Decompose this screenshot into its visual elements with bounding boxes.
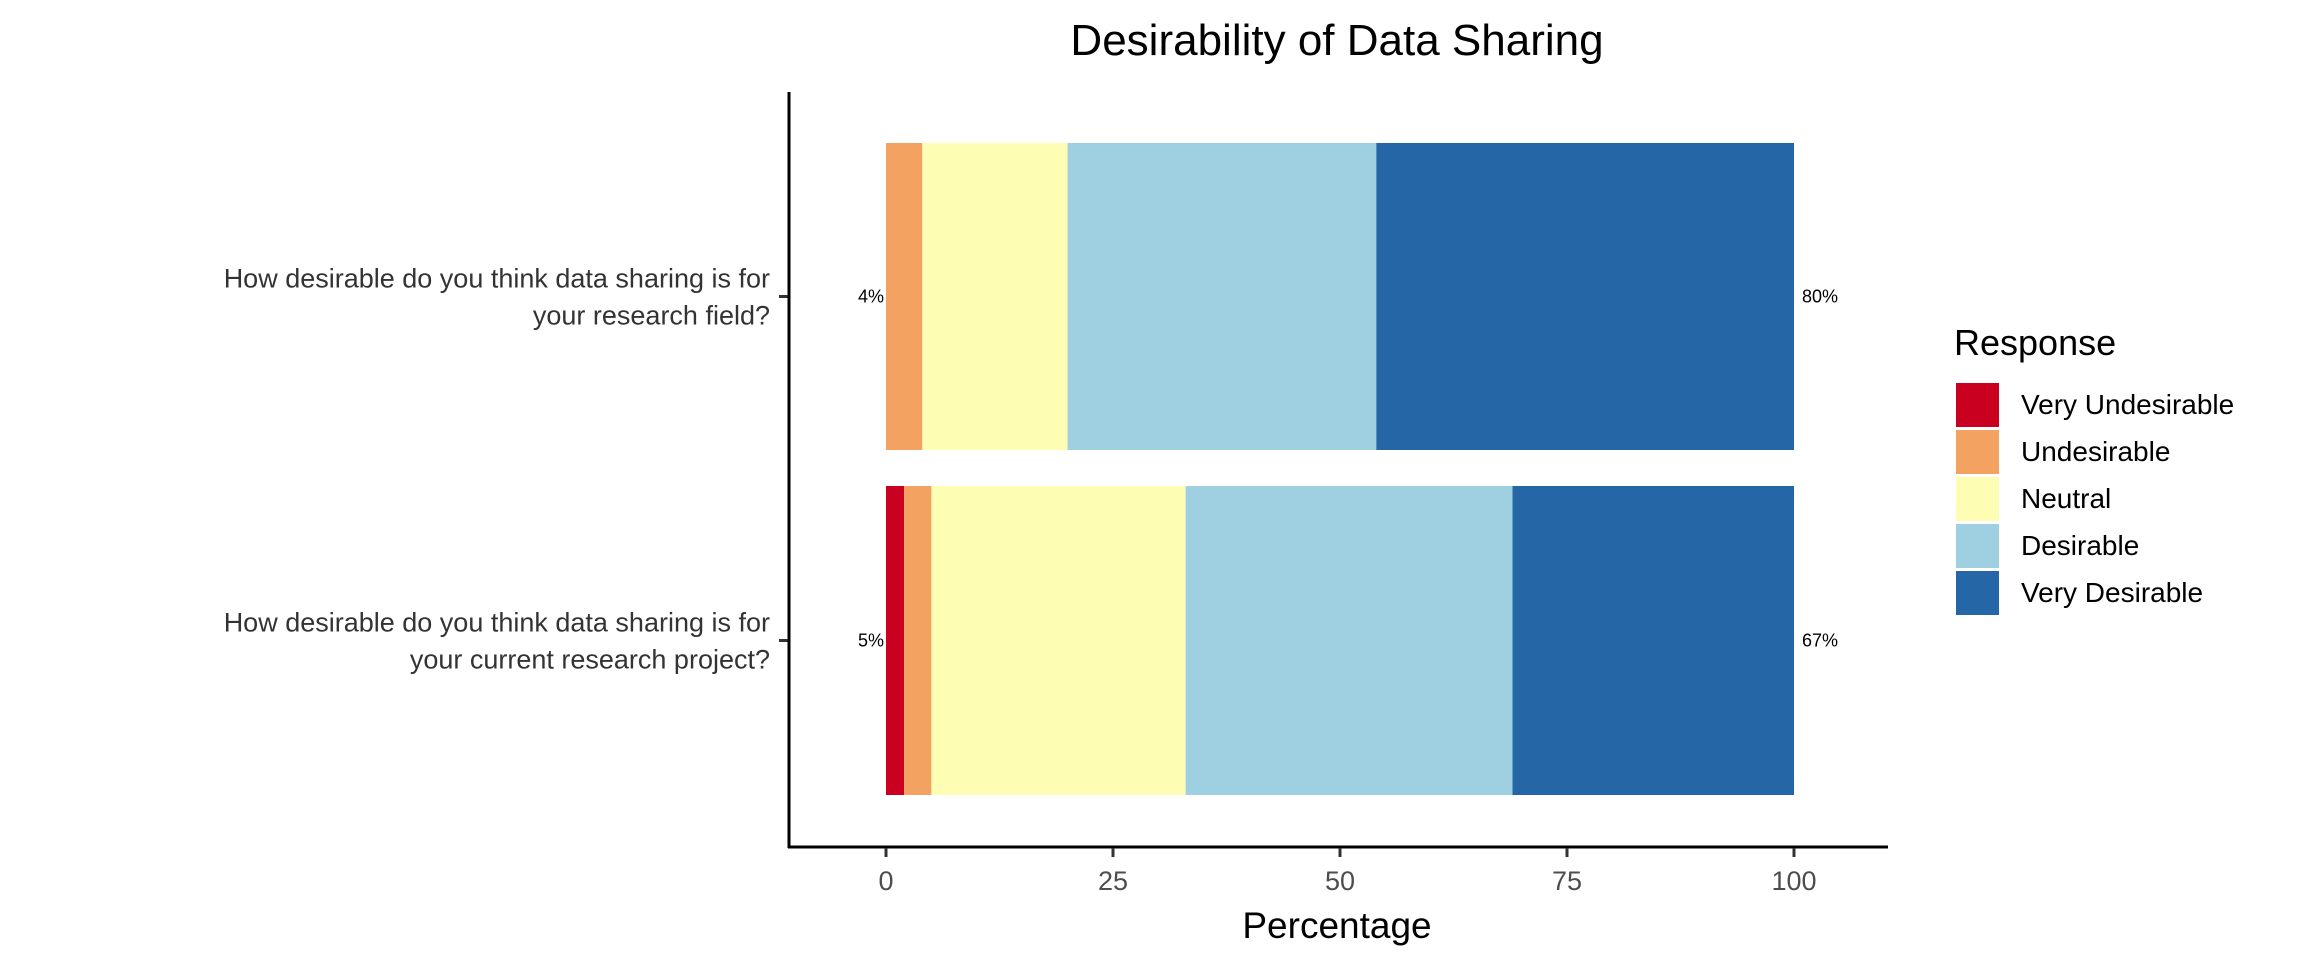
legend-label: Neutral <box>2021 483 2111 514</box>
legend-label: Very Desirable <box>2021 577 2203 608</box>
y-axis-labels: How desirable do you think data sharing … <box>224 264 789 675</box>
y-tick-label: How desirable do you think data sharing … <box>224 608 770 675</box>
y-tick-label: How desirable do you think data sharing … <box>224 264 770 331</box>
right-percent-label: 80% <box>1802 287 1838 307</box>
chart-title: Desirability of Data Sharing <box>1070 16 1603 65</box>
legend-label: Desirable <box>2021 530 2139 561</box>
left-percent-label: 5% <box>858 631 884 651</box>
value-labels: 4% 80% 5% 67% <box>858 287 1838 651</box>
x-axis-ticks: 0 25 50 75 100 <box>878 848 1817 896</box>
legend-key-neutral <box>1956 477 1999 521</box>
bar-segment-desirable <box>1067 143 1377 450</box>
x-tick-label: 75 <box>1552 866 1582 896</box>
x-tick-label: 50 <box>1325 866 1355 896</box>
bar-segment-very-desirable <box>1512 486 1794 795</box>
bar-segment-neutral <box>931 486 1186 795</box>
legend-title: Response <box>1954 322 2116 363</box>
bar-segment-undesirable <box>904 486 932 795</box>
bar-segment-desirable <box>1185 486 1513 795</box>
bar-segment-undesirable <box>886 143 923 450</box>
x-tick-label: 0 <box>878 866 893 896</box>
legend-key-undesirable <box>1956 430 1999 474</box>
bar-segment-very-undesirable <box>886 486 905 795</box>
legend-key-very-undesirable <box>1956 383 1999 427</box>
bar-segment-very-desirable <box>1376 143 1794 450</box>
bars-group <box>886 143 1794 795</box>
x-tick-label: 100 <box>1771 866 1816 896</box>
bar-segment-neutral <box>922 143 1068 450</box>
x-axis-title: Percentage <box>1242 905 1431 946</box>
legend-label: Very Undesirable <box>2021 389 2234 420</box>
x-tick-label: 25 <box>1098 866 1128 896</box>
legend: Response Very Undesirable Undesirable Neut… <box>1954 322 2234 615</box>
legend-label: Undesirable <box>2021 436 2170 467</box>
legend-key-desirable <box>1956 524 1999 568</box>
left-percent-label: 4% <box>858 287 884 307</box>
right-percent-label: 67% <box>1802 631 1838 651</box>
legend-key-very-desirable <box>1956 571 1999 615</box>
